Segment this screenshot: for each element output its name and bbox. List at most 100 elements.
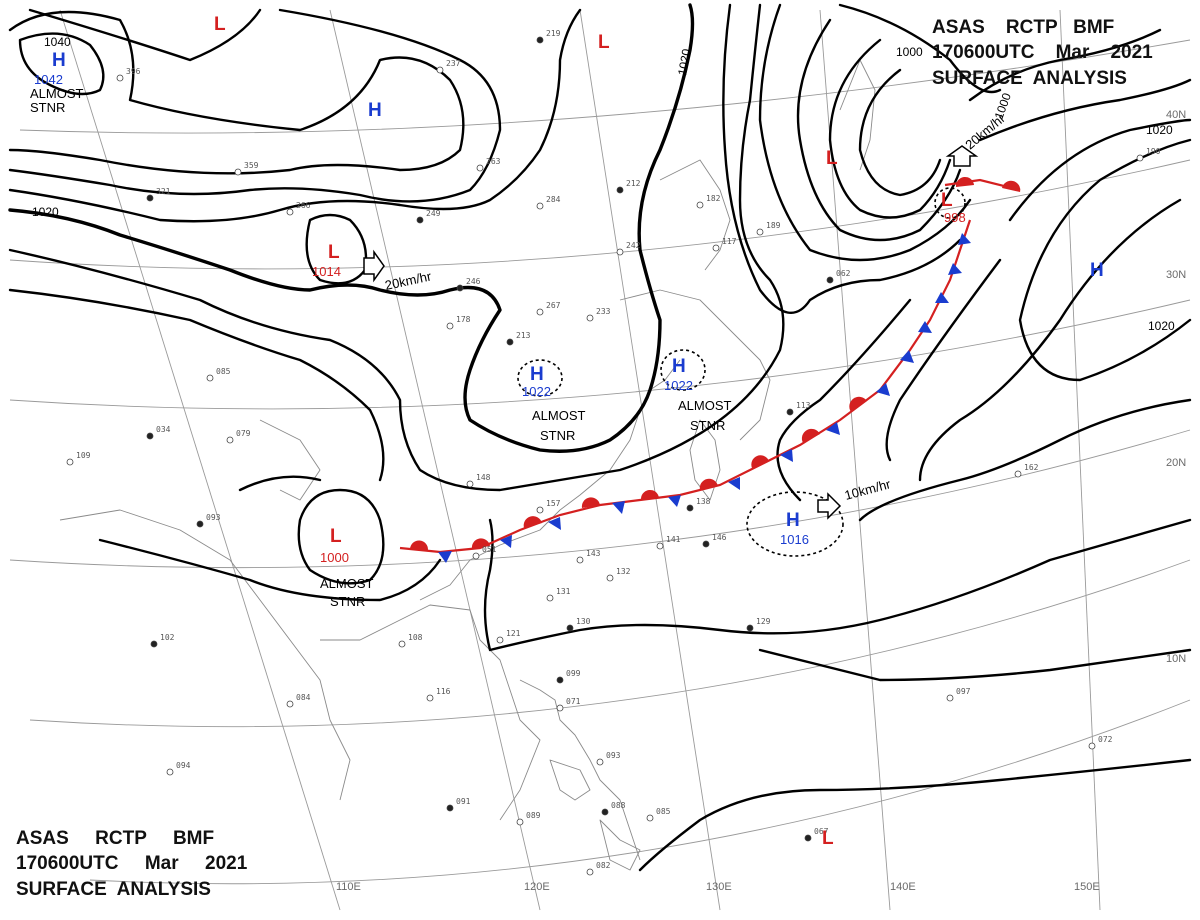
low-symbol: L [826, 148, 838, 169]
station-symbol [446, 322, 454, 330]
pressure-value: 1014 [312, 264, 341, 279]
station-pressure: 237 [446, 59, 461, 68]
low-symbol: L [328, 242, 340, 263]
station-symbol [696, 201, 704, 209]
station-pressure: 097 [956, 687, 971, 696]
station-pressure: 117 [722, 237, 737, 246]
station-symbol [746, 624, 754, 632]
station-pressure: 108 [408, 633, 423, 642]
high-symbol: H [530, 364, 544, 385]
station-pressure: 034 [156, 425, 171, 434]
low-symbol: L [330, 526, 342, 547]
footer-line-1: ASAS RCTP BMF [16, 828, 214, 849]
station-pressure: 093 [606, 751, 621, 760]
station-symbol [1014, 470, 1022, 478]
station-symbol [616, 186, 624, 194]
station-pressure: 113 [796, 401, 811, 410]
low-center-1014: L 1014 [312, 242, 341, 279]
isobar-label: 1020 [1146, 123, 1173, 137]
station-symbol [556, 704, 564, 712]
dotted-center-circles [517, 187, 966, 557]
station-symbol [446, 804, 454, 812]
station-pressure: 131 [556, 587, 571, 596]
footer-line-3: SURFACE ANALYSIS [16, 879, 211, 900]
station-pressure: 212 [626, 179, 641, 188]
station-pressure: 102 [160, 633, 175, 642]
station-pressure: 082 [596, 861, 611, 870]
high-center-1042: H 1042 ALMOST STNR [30, 50, 84, 115]
station-symbol [1136, 154, 1144, 162]
station-pressure: 141 [666, 535, 681, 544]
station-symbol [398, 640, 406, 648]
longitude-labels: 110E 120E 130E 140E 150E [336, 881, 1100, 893]
station-pressure: 051 [482, 545, 497, 554]
high-symbol: H [368, 100, 382, 121]
header-bottom-left: ASAS RCTP BMF 170600UTC Mar 2021 SURFACE… [16, 828, 248, 900]
station-symbol [546, 594, 554, 602]
station-pressure: 084 [296, 693, 311, 702]
station-symbol [506, 338, 514, 346]
station-pressure: 109 [76, 451, 91, 460]
station-pressure: 132 [616, 567, 631, 576]
station-symbol [536, 202, 544, 210]
station-symbol [702, 540, 710, 548]
station-symbol [536, 506, 544, 514]
station-symbol [416, 216, 424, 224]
pressure-value: 998 [944, 210, 966, 225]
station-pressure: 246 [466, 277, 481, 286]
lon-label: 140E [890, 881, 916, 893]
station-symbol [146, 194, 154, 202]
station-symbol [286, 208, 294, 216]
station-pressure: 359 [244, 161, 259, 170]
station-plots: 219 237 396 321 359 266 249 263 284 246 267 233 213 1… [66, 29, 1161, 876]
footer-line-2: 170600UTC Mar 2021 [16, 853, 248, 874]
station-pressure: 267 [546, 301, 561, 310]
station-pressure: 121 [506, 629, 521, 638]
header-line-2: 170600UTC Mar 2021 [932, 42, 1153, 63]
center-note-line-2: STNR [540, 428, 575, 443]
station-symbol [226, 436, 234, 444]
station-symbol [586, 314, 594, 322]
warm-front-semicircles [410, 176, 1021, 550]
station-symbol [656, 542, 664, 550]
station-symbol [556, 676, 564, 684]
station-symbol [1088, 742, 1096, 750]
station-symbol [536, 308, 544, 316]
station-pressure: 138 [696, 497, 711, 506]
pressure-value: 1042 [34, 72, 63, 87]
isobar-label: 1040 [44, 35, 71, 49]
isobar-labels: 1040 1020 1020 1000 1000 1020 1020 [32, 35, 1175, 333]
station-symbol [826, 276, 834, 284]
low-center-998: L 998 [941, 190, 966, 225]
station-symbol [116, 74, 124, 82]
station-pressure: 162 [1024, 463, 1039, 472]
high-symbol: H [786, 510, 800, 531]
station-symbol [66, 458, 74, 466]
station-pressure: 094 [176, 761, 191, 770]
station-symbol [286, 700, 294, 708]
station-symbol [566, 624, 574, 632]
station-symbol [472, 552, 480, 560]
station-symbol [804, 834, 812, 842]
station-pressure: 219 [546, 29, 561, 38]
station-pressure: 249 [426, 209, 441, 218]
pressure-value: 1016 [780, 532, 809, 547]
station-pressure: 099 [566, 669, 581, 678]
low-symbol: L [941, 190, 953, 211]
isobar-label: 1020 [1148, 319, 1175, 333]
pressure-centers: H 1042 ALMOST STNR H L 1014 H 1022 ALMOS… [30, 14, 1104, 849]
station-symbol [686, 504, 694, 512]
station-pressure: 157 [546, 499, 561, 508]
station-pressure: 130 [576, 617, 591, 626]
station-symbol [150, 640, 158, 648]
station-pressure: 079 [236, 429, 251, 438]
station-pressure: 148 [476, 473, 491, 482]
station-pressure: 284 [546, 195, 561, 204]
high-center-1016: H 1016 [780, 510, 809, 547]
lat-label: 20N [1166, 457, 1186, 469]
station-symbol [456, 284, 464, 292]
station-pressure: 182 [706, 194, 721, 203]
motion-arrow-998 [945, 145, 979, 167]
station-symbol [646, 814, 654, 822]
